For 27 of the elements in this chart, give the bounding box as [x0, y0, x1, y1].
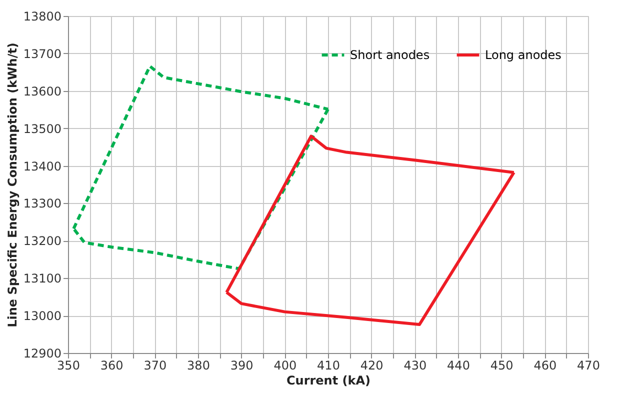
x-tick-label: 410: [317, 358, 340, 372]
x-tick-label: 420: [360, 358, 384, 372]
x-tick-label: 360: [100, 358, 124, 372]
x-tick-label: 470: [577, 358, 600, 372]
y-tick-label: 12900: [23, 346, 62, 360]
legend-label: Short anodes: [350, 48, 430, 62]
x-tick-label: 400: [274, 358, 297, 372]
y-axis-title: Line Specific Energy Consumption (kWh/t): [5, 42, 20, 328]
y-tick-label: 13200: [23, 234, 62, 248]
y-tick-label: 13100: [23, 272, 62, 286]
x-axis-title: Current (kA): [286, 374, 371, 388]
x-tick-label: 460: [534, 358, 557, 372]
x-tick-label: 430: [404, 358, 427, 372]
legend-label: Long anodes: [485, 48, 562, 62]
y-tick-label: 13800: [23, 10, 62, 24]
y-tick-label: 13300: [23, 196, 62, 211]
y-tick-label: 13700: [23, 46, 62, 61]
x-tick-label: 380: [187, 358, 210, 372]
x-tick-label: 440: [447, 358, 470, 372]
x-tick-label: 370: [144, 358, 167, 372]
x-tick-label: 390: [230, 358, 254, 372]
x-tick-label: 350: [57, 358, 80, 372]
y-tick-label: 13600: [23, 84, 62, 98]
y-tick-label: 13400: [23, 159, 62, 174]
y-tick-label: 13500: [23, 122, 62, 136]
x-tick-label: 450: [490, 358, 514, 372]
y-tick-label: 13000: [23, 309, 62, 324]
